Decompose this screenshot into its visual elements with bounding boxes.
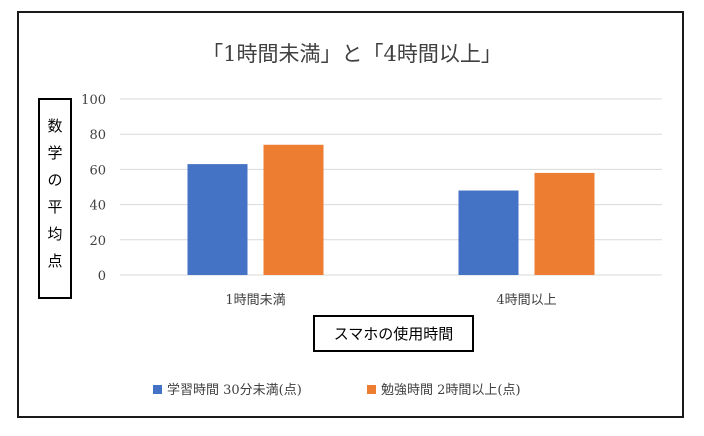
bar-study-over-2h-under-1h (263, 144, 324, 275)
y-axis-label: 数学の平均点 (47, 117, 62, 270)
y-tick-label: 0 (98, 269, 106, 284)
bars (187, 144, 595, 275)
legend: 学習時間 30分未満(点) 勉強時間 2時間以上(点) (153, 382, 521, 398)
y-tick-label: 80 (89, 128, 106, 143)
category-label: 4時間以上 (496, 293, 556, 308)
category-label: 1時間未満 (225, 293, 285, 308)
x-axis-label-box: スマホの使用時間 (313, 315, 474, 352)
bar-study-under-30min-under-1h (187, 164, 248, 275)
legend-label: 学習時間 30分未満(点) (167, 382, 302, 398)
x-axis-label: スマホの使用時間 (334, 325, 454, 343)
legend-swatch (367, 385, 376, 394)
bar-study-under-30min-over-4h (458, 190, 519, 275)
bar-study-over-2h-over-4h (534, 172, 595, 275)
y-tick-label: 40 (89, 199, 106, 214)
y-tick-label: 100 (81, 93, 106, 108)
y-tick-label: 20 (89, 234, 106, 249)
y-axis-label-box: 数学の平均点 (38, 98, 72, 299)
category-labels: 1時間未満 4時間以上 (225, 293, 556, 308)
legend-swatch (153, 385, 162, 394)
y-tick-labels: 0 20 40 60 80 100 (81, 93, 106, 284)
legend-label: 勉強時間 2時間以上(点) (381, 383, 521, 398)
y-tick-label: 60 (89, 163, 106, 178)
chart-title: 「1時間未満」と「4時間以上」 (202, 42, 502, 66)
